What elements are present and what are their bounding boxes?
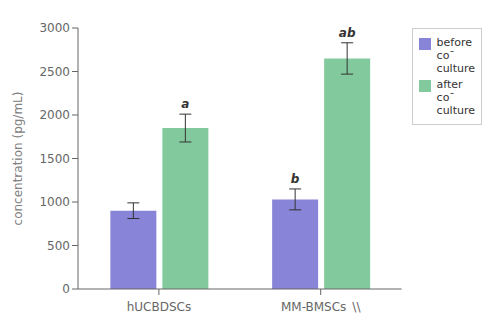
svg-text:concentration (pg/mL): concentration (pg/mL) [11,92,25,226]
html-text:after co¯ culture: after co¯ culture [436,78,475,117]
svg-text:ab: ab [339,26,356,40]
svg-text:500: 500 [47,239,70,253]
svg-text:hUCBDSCs: hUCBDSCs [127,300,192,314]
svg-text:b: b [291,172,300,186]
svg-text:MM-BMSCs\\: MM-BMSCs\\ [281,300,361,314]
svg-text:3000: 3000 [39,21,70,35]
svg-text:a: a [181,97,189,111]
html-text:before co¯ culture: before co¯ culture [436,36,475,75]
svg-text:2500: 2500 [39,65,70,79]
svg-text:2000: 2000 [39,108,70,122]
svg-text:1500: 1500 [39,152,70,166]
svg-text:1000: 1000 [39,195,70,209]
svg-text:0: 0 [62,282,70,296]
